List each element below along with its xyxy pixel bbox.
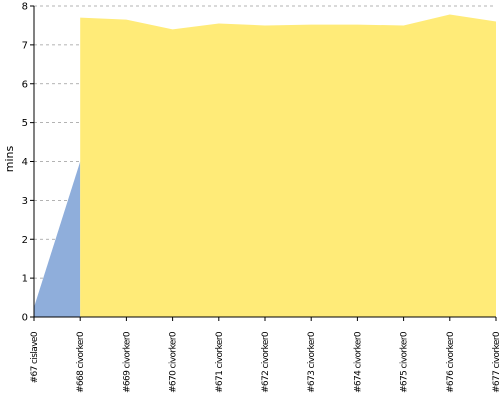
series-areas [34, 14, 496, 318]
x-tick-label-5: #671 civorker0 [215, 331, 225, 393]
x-tick-label-10: #676 civorker0 [446, 331, 456, 393]
y-tick-label-1: 1 [22, 274, 28, 285]
y-tick-label-7: 7 [22, 40, 28, 51]
y-tick-label-2: 2 [22, 235, 28, 246]
x-tick-label-4: #670 civorker0 [169, 331, 179, 393]
y-tick-label-3: 3 [22, 196, 28, 207]
x-tick-label-6: #672 civorker0 [261, 331, 271, 393]
x-tick-label-9: #675 civorker0 [400, 331, 410, 393]
y-tick-label-8: 8 [22, 2, 28, 13]
y-tick-label-4: 4 [22, 157, 28, 168]
x-tick-label-11: #677 civorker0 [492, 331, 500, 393]
x-tick-labels: #67 cislave0 #668 civorker0 #669 civorker0… [30, 317, 500, 393]
x-tick-label-3: #669 civorker0 [122, 331, 132, 393]
y-tick-label-5: 5 [22, 118, 28, 129]
series-area-1 [34, 161, 81, 317]
x-tick-label-1: #67 cislave0 [30, 331, 40, 383]
y-tick-label-0: 0 [22, 313, 28, 324]
y-tick-label-6: 6 [22, 79, 28, 90]
y-tick-labels: 0 1 2 3 4 5 6 7 8 [22, 2, 34, 324]
series-area-2 [80, 14, 496, 318]
x-tick-label-7: #673 civorker0 [307, 331, 317, 393]
y-axis-label: mins [3, 145, 16, 172]
x-tick-label-8: #674 civorker0 [353, 331, 363, 393]
x-tick-label-2: #668 civorker0 [76, 331, 86, 393]
